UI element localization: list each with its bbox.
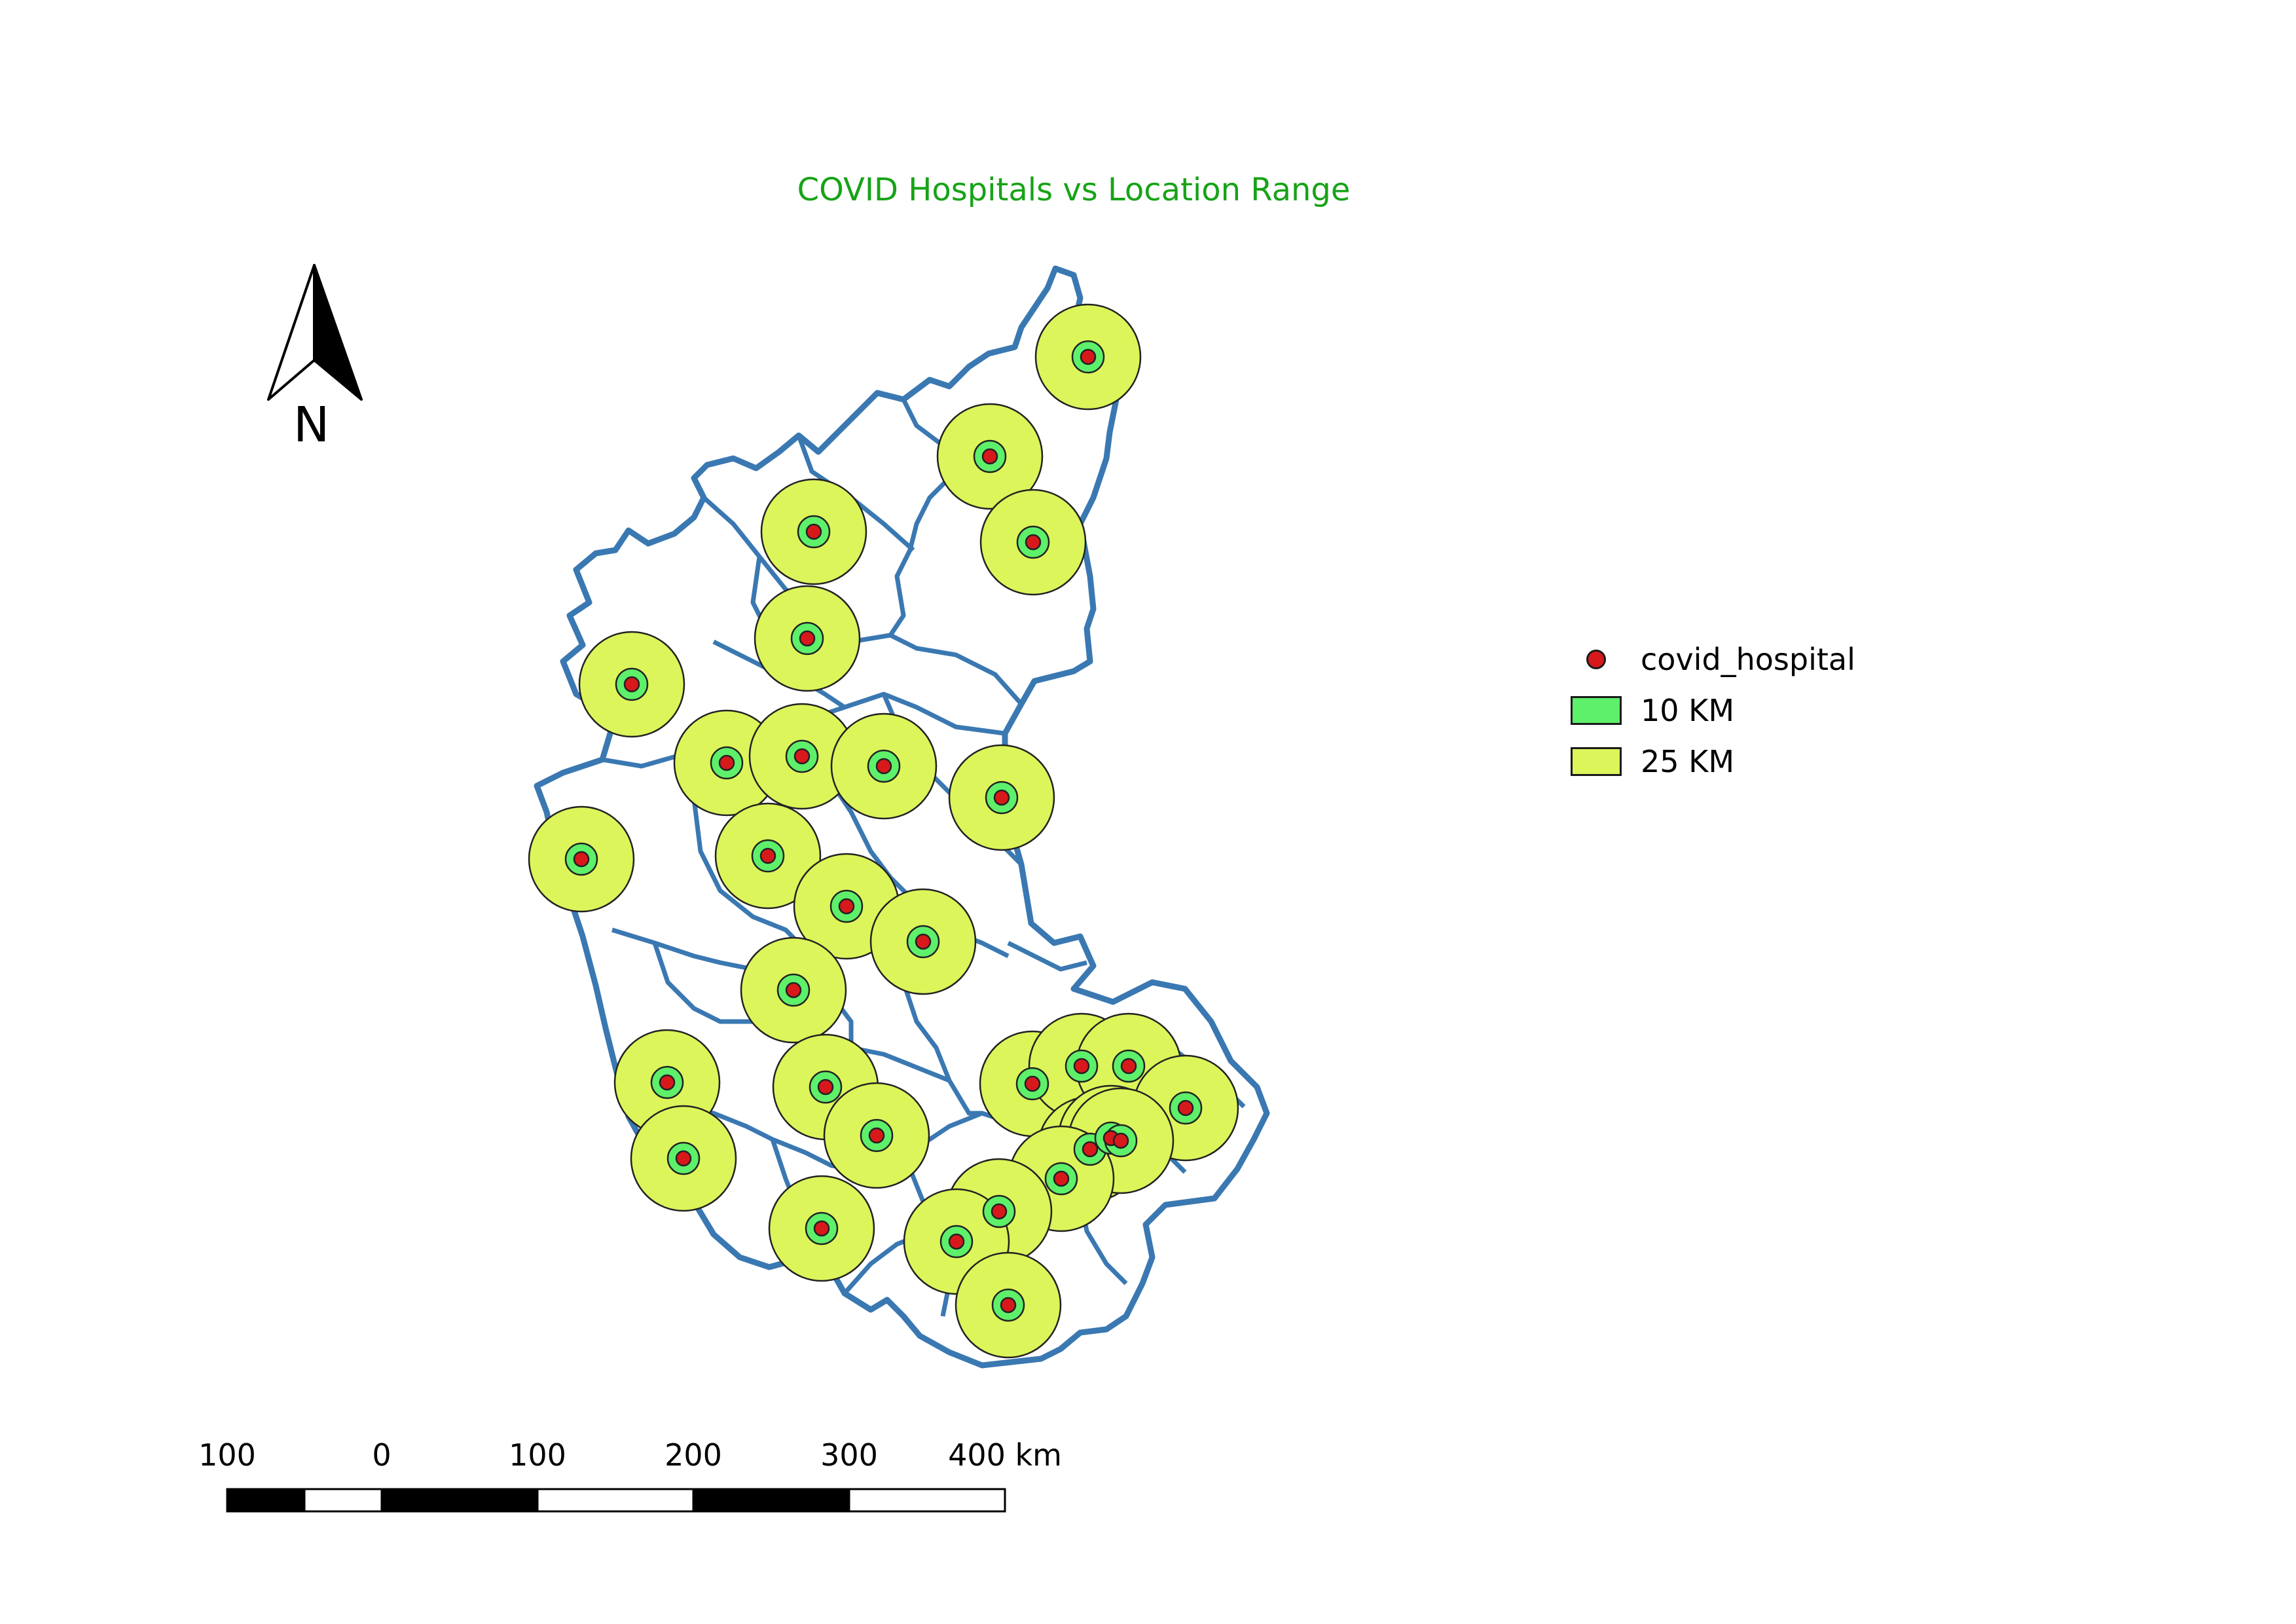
legend-item-hospital: covid_hospital: [1569, 634, 1855, 685]
hospital-point: [1082, 1141, 1099, 1158]
hospital-point: [785, 982, 802, 999]
hospital-point: [993, 789, 1010, 806]
hospital-point: [759, 847, 776, 864]
hospital-point: [805, 523, 822, 540]
legend-label: covid_hospital: [1641, 642, 1855, 677]
legend-label: 25 KM: [1641, 744, 1735, 779]
legend-item-10km: 10 KM: [1569, 685, 1855, 736]
hospital-point: [1112, 1132, 1129, 1149]
legend-item-25km: 25 KM: [1569, 736, 1855, 787]
scale-label: 400 km: [948, 1437, 1062, 1473]
buffer-10km-swatch: [1571, 696, 1622, 725]
north-arrow-icon: [267, 264, 363, 401]
hospital-point: [915, 933, 932, 950]
hospital-point: [813, 1220, 830, 1237]
hospital-point: [623, 676, 640, 693]
north-label: N: [293, 397, 330, 453]
hospital-point: [981, 448, 998, 465]
hospital-point: [991, 1203, 1008, 1220]
legend: covid_hospital 10 KM 25 KM: [1569, 634, 1855, 787]
scale-label: 200: [665, 1437, 722, 1473]
hospital-point: [718, 754, 735, 771]
hospital-point: [1177, 1099, 1194, 1116]
hospital-point: [1120, 1058, 1137, 1075]
buffer-25km-layer: [528, 303, 1239, 1359]
hospital-point: [799, 630, 816, 647]
hospital-point: [1000, 1297, 1017, 1314]
buffer-25km-swatch: [1571, 747, 1622, 776]
hospital-point: [1025, 534, 1042, 551]
hospital-point: [838, 898, 855, 915]
scale-bar: [226, 1488, 1006, 1513]
hospital-point: [817, 1079, 834, 1096]
scale-label: 100: [509, 1437, 566, 1473]
scale-label: 300: [820, 1437, 878, 1473]
hospital-point: [948, 1233, 965, 1250]
hospital-point: [793, 748, 811, 765]
hospital-point: [573, 851, 590, 868]
hospital-point: [1073, 1058, 1090, 1075]
hospital-point-icon: [1586, 650, 1606, 669]
hospital-point-layer: [573, 348, 1194, 1314]
hospital-point: [875, 758, 892, 775]
scale-label: 0: [372, 1437, 392, 1473]
hospital-point: [1053, 1170, 1070, 1187]
hospital-point: [1080, 348, 1097, 365]
state-boundary: [534, 265, 1270, 1369]
legend-label: 10 KM: [1641, 693, 1735, 728]
hospital-point: [659, 1074, 676, 1091]
hospital-point: [1024, 1075, 1041, 1092]
hospital-point: [868, 1127, 885, 1144]
hospital-point: [675, 1150, 692, 1167]
map-title: COVID Hospitals vs Location Range: [797, 172, 1351, 208]
scale-label: 100: [198, 1437, 256, 1473]
